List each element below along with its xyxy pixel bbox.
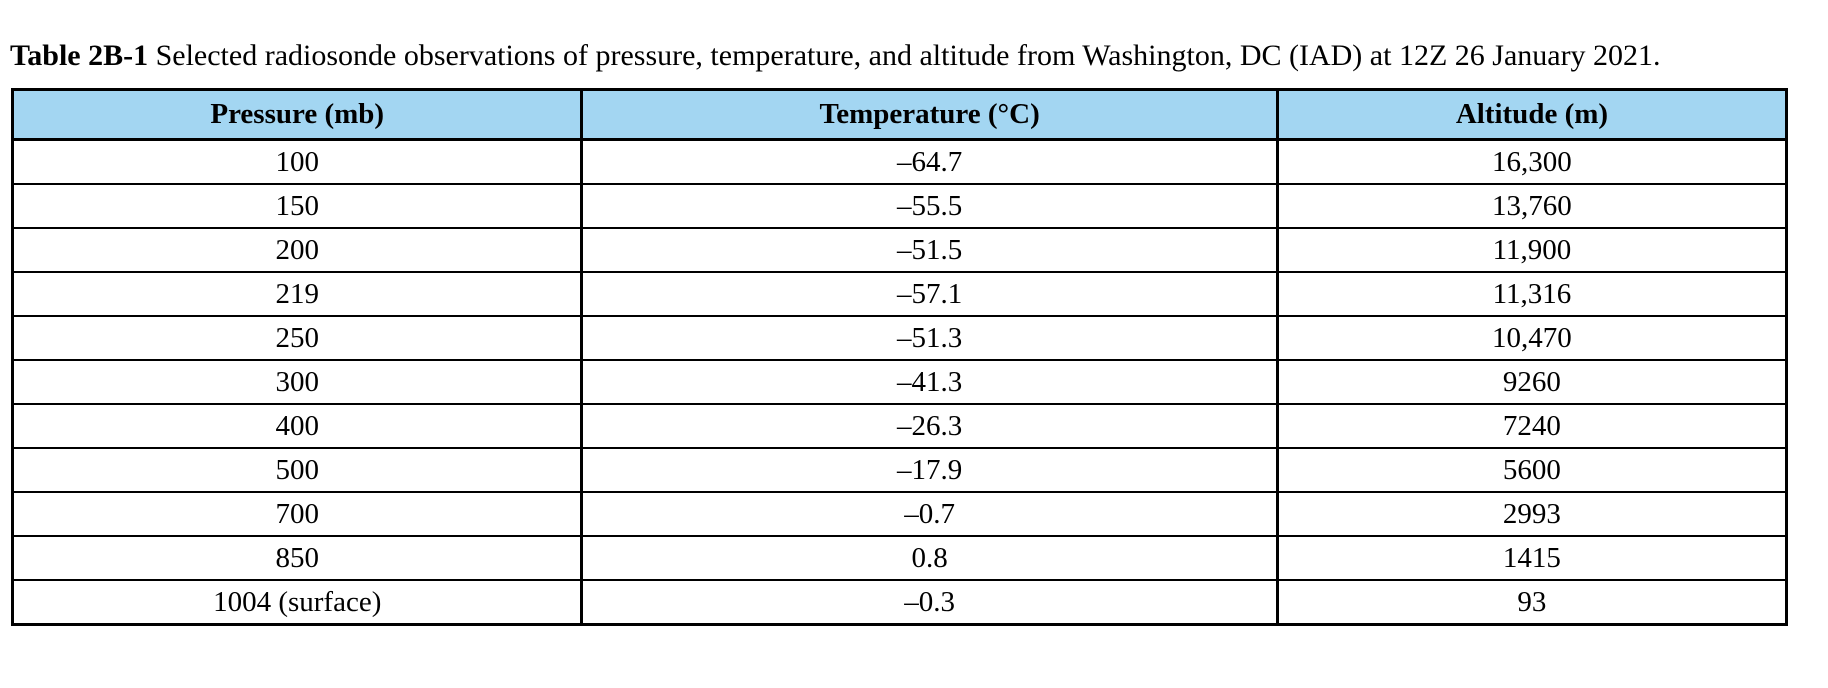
altitude-cell: 11,316 (1275, 272, 1789, 317)
column-header-altitude: Altitude (m) (1275, 89, 1789, 141)
altitude-cell: 10,470 (1275, 316, 1789, 361)
altitude-cell: 1415 (1275, 536, 1789, 581)
pressure-cell: 300 (10, 360, 584, 405)
pressure-cell: 219 (10, 272, 584, 317)
altitude-cell: 16,300 (1275, 139, 1789, 185)
altitude-cell: 11,900 (1275, 228, 1789, 273)
pressure-cell: 500 (10, 448, 584, 493)
table-row: 300 –41.3 9260 (10, 360, 1789, 405)
table-row: 100 –64.7 16,300 (10, 139, 1789, 185)
temperature-cell: –51.5 (580, 228, 1279, 273)
pressure-cell: 700 (10, 492, 584, 537)
table-row: 200 –51.5 11,900 (10, 228, 1789, 273)
temperature-cell: –57.1 (580, 272, 1279, 317)
table-row: 250 –51.3 10,470 (10, 316, 1789, 361)
table-header-row: Pressure (mb) Temperature (°C) Altitude … (10, 89, 1789, 141)
temperature-cell: –51.3 (580, 316, 1279, 361)
pressure-cell: 400 (10, 404, 584, 449)
pressure-cell: 200 (10, 228, 584, 273)
table-caption: Table 2B-1 Selected radiosonde observati… (10, 38, 1800, 74)
pressure-cell: 850 (10, 536, 584, 581)
column-header-pressure: Pressure (mb) (10, 89, 584, 141)
altitude-cell: 5600 (1275, 448, 1789, 493)
altitude-cell: 2993 (1275, 492, 1789, 537)
altitude-cell: 13,760 (1275, 184, 1789, 229)
temperature-cell: –55.5 (580, 184, 1279, 229)
table-caption-text: Selected radiosonde observations of pres… (148, 39, 1661, 72)
temperature-cell: 0.8 (580, 536, 1279, 581)
pressure-cell: 100 (10, 139, 584, 185)
table-row: 400 –26.3 7240 (10, 404, 1789, 449)
table-row: 150 –55.5 13,760 (10, 184, 1789, 229)
temperature-cell: –26.3 (580, 404, 1279, 449)
column-header-temperature: Temperature (°C) (580, 89, 1279, 141)
temperature-cell: –17.9 (580, 448, 1279, 493)
table-row: 219 –57.1 11,316 (10, 272, 1789, 317)
altitude-cell: 7240 (1275, 404, 1789, 449)
pressure-cell: 1004 (surface) (10, 580, 584, 626)
temperature-cell: –0.7 (580, 492, 1279, 537)
temperature-cell: –64.7 (580, 139, 1279, 185)
altitude-cell: 93 (1275, 580, 1789, 626)
table-row: 500 –17.9 5600 (10, 448, 1789, 493)
pressure-cell: 250 (10, 316, 584, 361)
radiosonde-table: Pressure (mb) Temperature (°C) Altitude … (10, 88, 1789, 626)
table-caption-label: Table 2B-1 (10, 39, 149, 72)
table-row: 1004 (surface) –0.3 93 (10, 580, 1789, 626)
altitude-cell: 9260 (1275, 360, 1789, 405)
table-row: 850 0.8 1415 (10, 536, 1789, 581)
table-header: Pressure (mb) Temperature (°C) Altitude … (10, 89, 1789, 141)
table-row: 700 –0.7 2993 (10, 492, 1789, 537)
pressure-cell: 150 (10, 184, 584, 229)
temperature-cell: –0.3 (580, 580, 1279, 626)
table-body: 100 –64.7 16,300 150 –55.5 13,760 200 –5… (10, 139, 1789, 626)
temperature-cell: –41.3 (580, 360, 1279, 405)
